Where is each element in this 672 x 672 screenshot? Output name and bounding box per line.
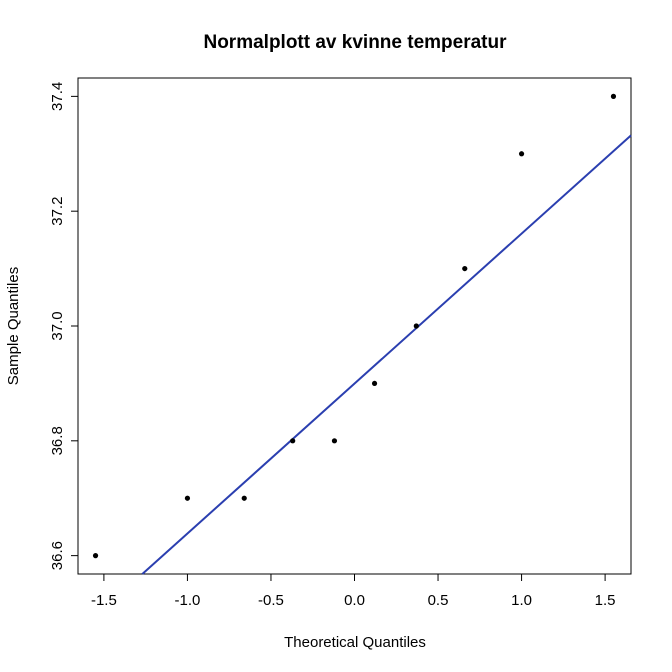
y-axis-label: Sample Quantiles: [5, 267, 22, 385]
x-tick-label: 0.5: [428, 592, 449, 609]
data-point: [184, 495, 191, 501]
x-tick-label: 1.5: [595, 592, 616, 609]
qq-reference-line: [141, 134, 632, 575]
reference-line-layer: [141, 134, 632, 575]
data-point: [290, 438, 296, 444]
data-point: [371, 380, 378, 387]
data-point: [241, 495, 247, 501]
y-tick-label: 37.4: [49, 82, 66, 111]
chart-title: Normalplott av kvinne temperatur: [203, 32, 507, 53]
y-tick-label: 37.2: [49, 197, 66, 226]
points-layer: [92, 93, 617, 559]
data-point: [462, 265, 468, 272]
y-tick-label: 36.6: [49, 541, 66, 570]
data-point: [413, 323, 419, 329]
x-tick-label: 1.0: [511, 592, 532, 609]
data-point: [92, 553, 99, 559]
x-tick-label: -1.5: [91, 592, 117, 609]
y-tick-label: 37.0: [49, 311, 66, 340]
data-point: [518, 151, 525, 157]
x-tick-label: -0.5: [258, 592, 284, 609]
data-point: [331, 438, 338, 444]
data-point: [610, 93, 617, 99]
x-tick-label: 0.0: [344, 592, 365, 609]
x-axis: -1.5 -1.0 -0.5 0.0 0.5 1.0 1.5: [91, 574, 616, 609]
y-axis: 36.6 36.8 37.0 37.2 37.4: [49, 82, 78, 570]
x-tick-label: -1.0: [175, 592, 201, 609]
y-tick-label: 36.8: [49, 426, 66, 455]
x-axis-label: Theoretical Quantiles: [284, 634, 426, 651]
plot-frame: [77, 77, 632, 575]
